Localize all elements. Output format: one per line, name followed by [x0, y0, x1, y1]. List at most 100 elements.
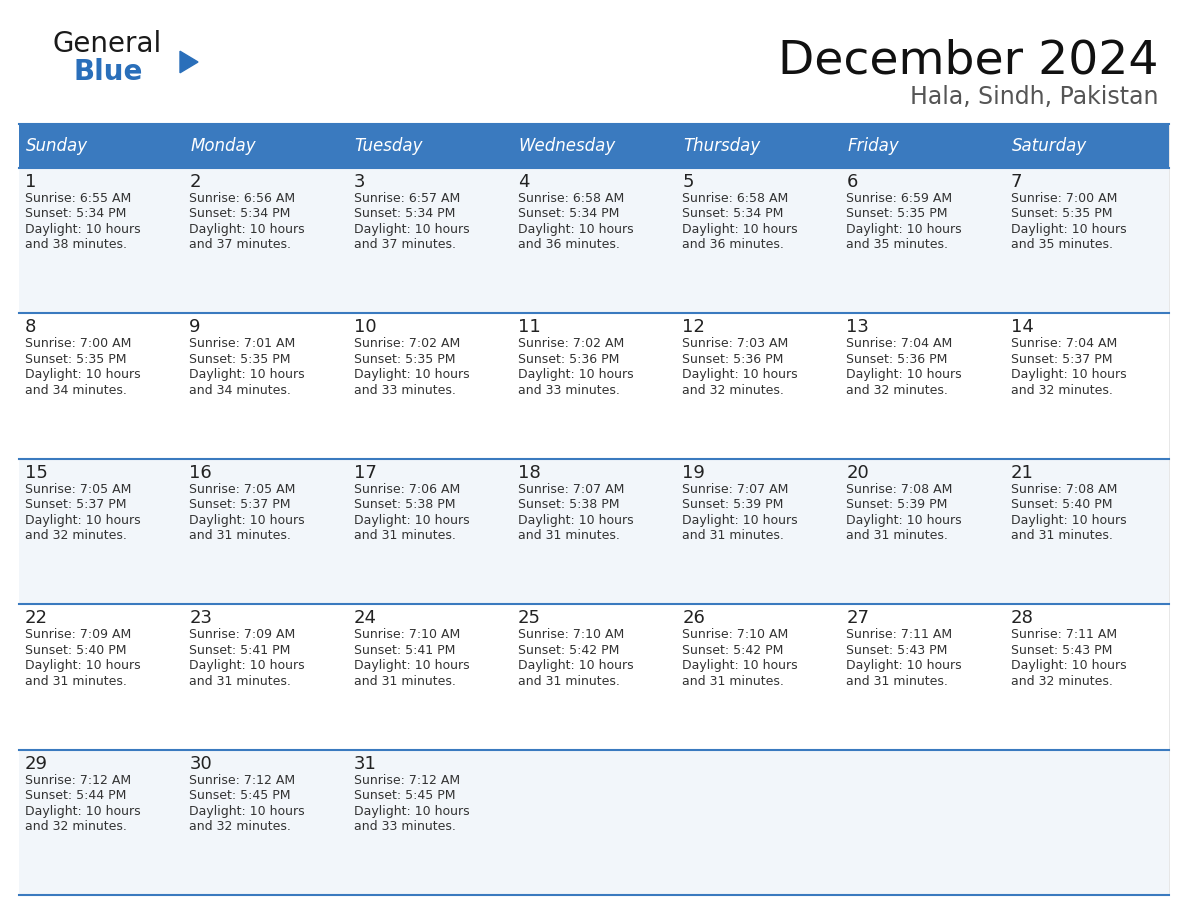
- Text: 27: 27: [846, 610, 870, 627]
- Polygon shape: [181, 51, 198, 73]
- Text: Sunrise: 6:57 AM: Sunrise: 6:57 AM: [354, 192, 460, 205]
- Text: Sunrise: 7:05 AM: Sunrise: 7:05 AM: [189, 483, 296, 496]
- Bar: [676, 750, 840, 895]
- Bar: [676, 313, 840, 459]
- Text: and 32 minutes.: and 32 minutes.: [1011, 675, 1113, 688]
- Bar: [1005, 313, 1169, 459]
- Text: 25: 25: [518, 610, 541, 627]
- Bar: [512, 124, 676, 168]
- Text: Hala, Sindh, Pakistan: Hala, Sindh, Pakistan: [910, 85, 1158, 109]
- Text: 7: 7: [1011, 173, 1022, 191]
- Text: Sunrise: 7:10 AM: Sunrise: 7:10 AM: [354, 628, 460, 642]
- Text: Sunset: 5:35 PM: Sunset: 5:35 PM: [354, 353, 455, 366]
- Text: Sunrise: 6:59 AM: Sunrise: 6:59 AM: [846, 192, 953, 205]
- Text: 13: 13: [846, 319, 870, 336]
- Text: Daylight: 10 hours: Daylight: 10 hours: [1011, 223, 1126, 236]
- Text: Daylight: 10 hours: Daylight: 10 hours: [1011, 659, 1126, 672]
- Text: 2: 2: [189, 173, 201, 191]
- Bar: [348, 459, 512, 604]
- Text: and 35 minutes.: and 35 minutes.: [846, 239, 948, 252]
- Text: 8: 8: [25, 319, 37, 336]
- Text: Sunset: 5:42 PM: Sunset: 5:42 PM: [682, 644, 784, 656]
- Bar: [840, 124, 1005, 168]
- Text: and 31 minutes.: and 31 minutes.: [189, 675, 291, 688]
- Bar: [676, 124, 840, 168]
- Text: Sunset: 5:39 PM: Sunset: 5:39 PM: [682, 498, 784, 511]
- Text: 11: 11: [518, 319, 541, 336]
- Text: Sunset: 5:40 PM: Sunset: 5:40 PM: [1011, 498, 1112, 511]
- Text: Daylight: 10 hours: Daylight: 10 hours: [682, 223, 798, 236]
- Text: Friday: Friday: [847, 137, 899, 155]
- Bar: [1005, 124, 1169, 168]
- Text: Sunday: Sunday: [26, 137, 88, 155]
- Text: Daylight: 10 hours: Daylight: 10 hours: [846, 659, 962, 672]
- Text: Sunset: 5:41 PM: Sunset: 5:41 PM: [354, 644, 455, 656]
- Text: Daylight: 10 hours: Daylight: 10 hours: [25, 223, 140, 236]
- Text: Daylight: 10 hours: Daylight: 10 hours: [846, 514, 962, 527]
- Text: and 31 minutes.: and 31 minutes.: [518, 675, 620, 688]
- Text: Daylight: 10 hours: Daylight: 10 hours: [354, 659, 469, 672]
- Text: Daylight: 10 hours: Daylight: 10 hours: [518, 659, 633, 672]
- Text: 18: 18: [518, 464, 541, 482]
- Text: 4: 4: [518, 173, 530, 191]
- Text: 15: 15: [25, 464, 48, 482]
- Bar: [348, 313, 512, 459]
- Bar: [512, 750, 676, 895]
- Bar: [840, 168, 1005, 313]
- Text: and 32 minutes.: and 32 minutes.: [846, 384, 948, 397]
- Text: and 31 minutes.: and 31 minutes.: [354, 675, 455, 688]
- Text: Sunset: 5:36 PM: Sunset: 5:36 PM: [682, 353, 784, 366]
- Text: Sunrise: 7:10 AM: Sunrise: 7:10 AM: [682, 628, 789, 642]
- Bar: [19, 459, 183, 604]
- Bar: [676, 604, 840, 750]
- Text: Sunset: 5:35 PM: Sunset: 5:35 PM: [1011, 207, 1112, 220]
- Bar: [840, 459, 1005, 604]
- Text: Sunrise: 7:07 AM: Sunrise: 7:07 AM: [682, 483, 789, 496]
- Text: Sunset: 5:35 PM: Sunset: 5:35 PM: [189, 353, 291, 366]
- Text: 24: 24: [354, 610, 377, 627]
- Text: Daylight: 10 hours: Daylight: 10 hours: [846, 223, 962, 236]
- Bar: [512, 168, 676, 313]
- Bar: [840, 313, 1005, 459]
- Text: and 36 minutes.: and 36 minutes.: [518, 239, 620, 252]
- Text: Daylight: 10 hours: Daylight: 10 hours: [682, 514, 798, 527]
- Text: and 32 minutes.: and 32 minutes.: [1011, 384, 1113, 397]
- Text: 21: 21: [1011, 464, 1034, 482]
- Bar: [348, 604, 512, 750]
- Bar: [19, 124, 183, 168]
- Text: Daylight: 10 hours: Daylight: 10 hours: [518, 514, 633, 527]
- Text: and 38 minutes.: and 38 minutes.: [25, 239, 127, 252]
- Bar: [183, 168, 348, 313]
- Text: Thursday: Thursday: [683, 137, 760, 155]
- Text: Sunrise: 7:04 AM: Sunrise: 7:04 AM: [846, 338, 953, 351]
- Text: 22: 22: [25, 610, 48, 627]
- Text: Monday: Monday: [190, 137, 255, 155]
- Text: and 31 minutes.: and 31 minutes.: [189, 530, 291, 543]
- Bar: [348, 168, 512, 313]
- Text: and 31 minutes.: and 31 minutes.: [25, 675, 127, 688]
- Text: Sunrise: 7:08 AM: Sunrise: 7:08 AM: [1011, 483, 1117, 496]
- Bar: [348, 750, 512, 895]
- Text: 6: 6: [846, 173, 858, 191]
- Text: Daylight: 10 hours: Daylight: 10 hours: [25, 514, 140, 527]
- Text: Sunset: 5:40 PM: Sunset: 5:40 PM: [25, 644, 126, 656]
- Text: Sunrise: 7:09 AM: Sunrise: 7:09 AM: [189, 628, 296, 642]
- Text: and 34 minutes.: and 34 minutes.: [189, 384, 291, 397]
- Bar: [183, 604, 348, 750]
- Text: Sunrise: 6:58 AM: Sunrise: 6:58 AM: [518, 192, 624, 205]
- Text: 17: 17: [354, 464, 377, 482]
- Text: Sunrise: 7:09 AM: Sunrise: 7:09 AM: [25, 628, 131, 642]
- Text: 31: 31: [354, 755, 377, 773]
- Text: Sunset: 5:34 PM: Sunset: 5:34 PM: [354, 207, 455, 220]
- Text: 1: 1: [25, 173, 37, 191]
- Text: and 31 minutes.: and 31 minutes.: [682, 530, 784, 543]
- Text: 12: 12: [682, 319, 704, 336]
- Text: Sunset: 5:42 PM: Sunset: 5:42 PM: [518, 644, 619, 656]
- Bar: [1005, 459, 1169, 604]
- Text: 14: 14: [1011, 319, 1034, 336]
- Text: Saturday: Saturday: [1012, 137, 1087, 155]
- Text: Sunset: 5:44 PM: Sunset: 5:44 PM: [25, 789, 126, 802]
- Text: Sunrise: 7:00 AM: Sunrise: 7:00 AM: [25, 338, 132, 351]
- Text: Sunset: 5:41 PM: Sunset: 5:41 PM: [189, 644, 291, 656]
- Text: Sunset: 5:43 PM: Sunset: 5:43 PM: [846, 644, 948, 656]
